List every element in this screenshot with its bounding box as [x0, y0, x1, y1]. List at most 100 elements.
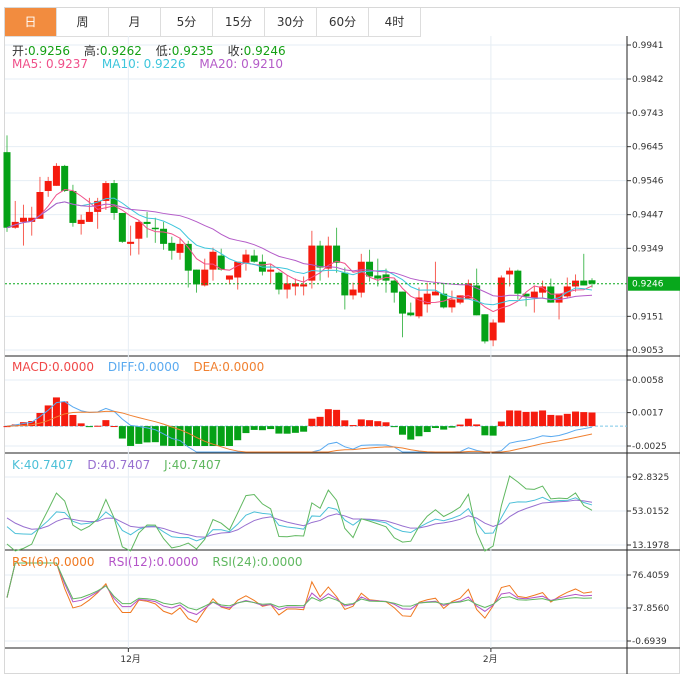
candle [316, 240, 324, 281]
macd-bar [580, 412, 588, 427]
close-label: 收: [227, 44, 244, 58]
candle-body [580, 280, 588, 286]
candle [19, 204, 27, 246]
rsi-tick-label: 37.8560 [632, 604, 669, 614]
candle [390, 279, 398, 303]
candle [143, 211, 151, 238]
candle-body [440, 293, 448, 308]
high-label: 高: [83, 44, 100, 58]
macd-bar [184, 426, 192, 446]
kdj-tick-label: 92.8325 [632, 473, 669, 483]
candle [324, 236, 332, 278]
d-value: D:40.7407 [87, 458, 151, 472]
macd-bar [160, 426, 168, 446]
candle-body [415, 297, 423, 317]
kdj-tick-label: 53.0152 [632, 507, 669, 517]
tab-day[interactable]: 日 [5, 8, 57, 36]
period-tabs: 日 周 月 5分 15分 30分 60分 4时 [5, 8, 421, 37]
macd-bar [143, 426, 151, 443]
candle-body [69, 190, 77, 223]
candle-body [374, 275, 382, 279]
candle-body [201, 269, 209, 286]
macd-bar [258, 426, 266, 431]
candle-body [3, 152, 11, 228]
candle [217, 248, 225, 271]
candle-body [77, 219, 85, 224]
macd-bar [423, 426, 431, 433]
price-tick-label: 0.9053 [632, 346, 664, 356]
tab-week[interactable]: 周 [57, 8, 109, 36]
tab-4hour[interactable]: 4时 [369, 8, 421, 36]
candle [193, 269, 201, 293]
dea-line [6, 410, 593, 453]
candle-body [489, 322, 497, 341]
candle-body [193, 269, 201, 285]
price-tick-label: 0.9546 [632, 177, 664, 187]
candle-body [431, 291, 439, 296]
candle [36, 176, 44, 219]
tab-60min[interactable]: 60分 [317, 8, 369, 36]
tab-month[interactable]: 月 [109, 8, 161, 36]
candle [61, 164, 69, 193]
macd-bar [118, 426, 126, 439]
candle-body [143, 221, 151, 224]
candle [3, 135, 11, 232]
macd-bar [382, 422, 390, 427]
d-line [6, 499, 593, 538]
candle [407, 302, 415, 317]
macd-bar [398, 426, 406, 435]
candle-body [283, 283, 291, 290]
candle [160, 221, 168, 250]
candle [497, 275, 505, 323]
candle-body [390, 280, 398, 293]
candle-body [118, 212, 126, 242]
candle [291, 278, 299, 296]
macd-bar [300, 426, 308, 432]
candle [300, 276, 308, 296]
macd-bar [555, 415, 563, 427]
candle-body [357, 261, 365, 293]
low-value: 0.9235 [171, 44, 214, 58]
macd-bar [69, 414, 77, 427]
macd-bar [324, 409, 332, 427]
k-line [6, 496, 593, 542]
j-value: J:40.7407 [164, 458, 222, 472]
open-label: 开: [12, 44, 29, 58]
macd-bar [390, 426, 398, 428]
j-line [6, 475, 593, 552]
rsi-tick-label: -0.6939 [632, 637, 667, 647]
macd-tick-label: -0.0025 [632, 442, 667, 452]
candle [563, 277, 571, 299]
candle [333, 227, 341, 273]
macd-bar [316, 416, 324, 427]
tab-30min[interactable]: 30分 [265, 8, 317, 36]
candle-body [366, 261, 374, 277]
macd-bar [291, 426, 299, 433]
rsi6-line [6, 562, 593, 623]
macd-bar [497, 421, 505, 427]
candle [127, 225, 135, 256]
macd-bar [464, 418, 472, 427]
candle [168, 236, 176, 260]
ma10-value: MA10: 0.9226 [101, 57, 186, 71]
candle-body [291, 283, 299, 287]
candle [151, 217, 159, 243]
macd-bar [135, 426, 143, 444]
candle-body [398, 291, 406, 314]
tab-5min[interactable]: 5分 [161, 8, 213, 36]
candle [225, 275, 233, 285]
candle [118, 212, 126, 243]
macd-bar [250, 426, 258, 430]
tab-15min[interactable]: 15分 [213, 8, 265, 36]
candle [415, 287, 423, 319]
rsi6-value: RSI(6):0.0000 [12, 555, 95, 569]
macd-bar [522, 411, 530, 427]
macd-bar [110, 426, 118, 428]
candle [184, 240, 192, 288]
candle [69, 184, 77, 227]
candle [283, 275, 291, 299]
candle-body [151, 227, 159, 230]
candle-body [423, 293, 431, 305]
high-value: 0.9262 [99, 44, 142, 58]
